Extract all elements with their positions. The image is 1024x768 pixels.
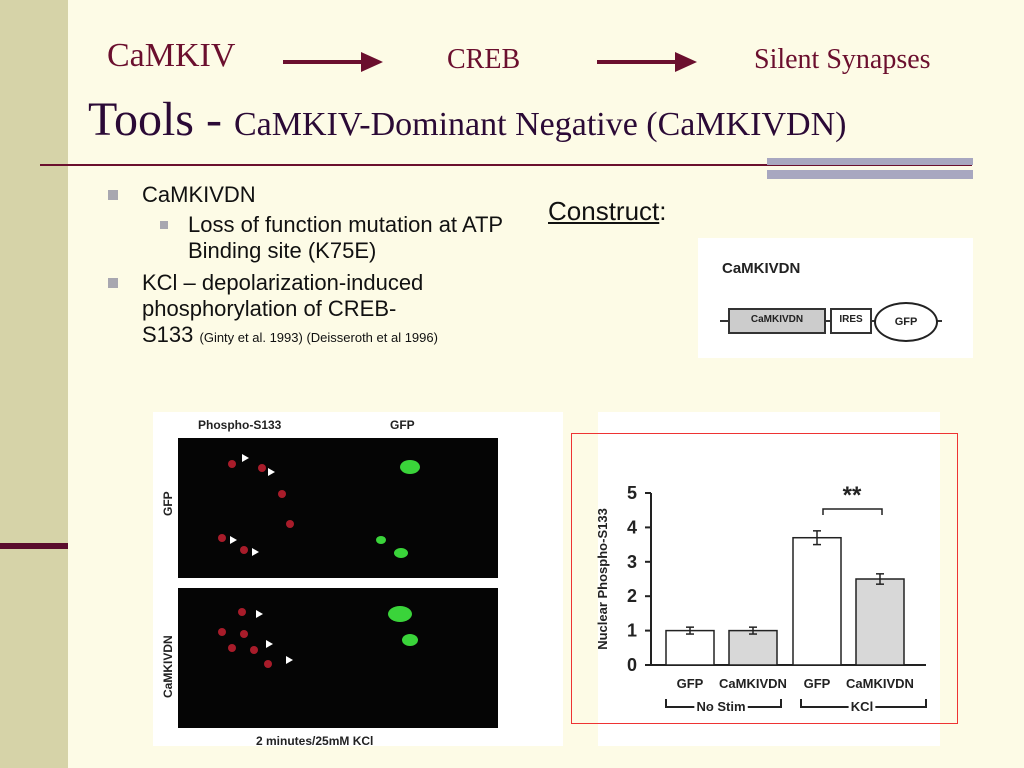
construct-colon: : [659, 196, 667, 226]
cell-dot [240, 546, 248, 554]
y-tick-label: 5 [627, 483, 637, 503]
sidebar-strip [0, 0, 68, 768]
bullet-kcl-text: KCl – depolarization-induced phosphoryla… [142, 270, 424, 321]
bar-chart: Nuclear Phospho-S133 0 1 2 3 4 5 GFP CaMKIVDN GFP… [595, 482, 927, 717]
construct-box-ires: IRES [830, 308, 872, 334]
rule-accent [767, 170, 973, 179]
construct-label: Construct: [548, 196, 667, 227]
cell-dot [218, 628, 226, 636]
arrowhead-icon [268, 468, 275, 476]
bar [792, 536, 842, 666]
bar [665, 629, 715, 666]
arrowhead-icon [252, 548, 259, 556]
significance-label: ** [843, 482, 862, 509]
construct-word: Construct [548, 196, 660, 226]
x-tick-label: CaMKIVDN [719, 676, 787, 691]
y-axis-label: Nuclear Phospho-S133 [595, 508, 610, 650]
micro-row-camkivdn: CaMKIVDN [161, 635, 175, 698]
cell-dot [388, 606, 412, 622]
y-tick-label: 3 [627, 552, 637, 572]
arrowhead-icon [230, 536, 237, 544]
arrowhead-icon [242, 454, 249, 462]
cell-dot [286, 520, 294, 528]
bar [855, 578, 905, 666]
cell-dot [376, 536, 386, 544]
micro-panel-gfp-gfp [338, 438, 498, 578]
title-rule [40, 164, 972, 166]
title-main: Tools - [88, 93, 234, 146]
bullet-list: CaMKIVDN Loss of function mutation at AT… [102, 182, 542, 355]
cell-dot [240, 630, 248, 638]
arrowhead-icon [256, 610, 263, 618]
cell-dot [394, 548, 408, 558]
cell-dot [250, 646, 258, 654]
header-silent-synapses: Silent Synapses [754, 44, 931, 75]
bullet-kcl: KCl – depolarization-induced phosphoryla… [102, 270, 522, 351]
cell-dot [228, 644, 236, 652]
group-bracket [665, 699, 782, 708]
construct-box-camkivdn: CaMKIVDN [728, 308, 826, 334]
bar [728, 629, 778, 666]
slide-title: Tools - CaMKIV-Dominant Negative (CaMKIV… [88, 92, 846, 147]
bullet-camkivdn: CaMKIVDN [102, 182, 542, 208]
arrow-icon [597, 52, 697, 72]
x-tick-label: CaMKIVDN [846, 676, 914, 691]
micro-row-gfp: GFP [161, 491, 175, 516]
sub-bullet-mutation: Loss of function mutation at ATP Binding… [102, 212, 518, 264]
cell-dot [238, 608, 246, 616]
arrow-icon [283, 52, 383, 72]
arrowhead-icon [266, 640, 273, 648]
group-label: No Stim [696, 699, 745, 714]
cell-dot [218, 534, 226, 542]
construct-title: CaMKIVDN [722, 260, 801, 277]
construct-gfp: GFP [874, 302, 938, 342]
micro-col-phospho: Phospho-S133 [198, 418, 282, 432]
y-tick-label: 1 [627, 621, 637, 641]
cell-dot [402, 634, 418, 646]
group-bracket [800, 699, 927, 708]
y-tick-label: 0 [627, 655, 637, 675]
micro-col-gfp: GFP [390, 418, 415, 432]
sidebar-accent-bar [0, 543, 68, 549]
chart-border [571, 433, 958, 724]
micrograph-figure: Phospho-S133 GFP GFP CaMKIVDN 2 minutes/… [153, 412, 563, 748]
significance-bracket [822, 508, 883, 515]
y-tick-label: 4 [627, 517, 637, 537]
cell-dot [400, 460, 420, 474]
header-creb: CREB [447, 44, 521, 75]
arrowhead-icon [286, 656, 293, 664]
construct-diagram: CaMKIVDN CaMKIVDN IRES GFP [698, 238, 973, 358]
cell-dot [258, 464, 266, 472]
header-camkiv: CaMKIV [107, 37, 236, 74]
cell-dot [278, 490, 286, 498]
micro-panel-gfp-camkivdn [338, 588, 498, 728]
title-sub: CaMKIV-Dominant Negative (CaMKIVDN) [233, 106, 847, 143]
group-label: KCl [851, 699, 873, 714]
cell-dot [228, 460, 236, 468]
rule-accent [767, 158, 973, 165]
micro-footer: 2 minutes/25mM KCl [256, 734, 374, 748]
x-tick-label: GFP [677, 676, 704, 691]
micro-panel-phospho-camkivdn [178, 588, 338, 728]
y-tick-label: 2 [627, 586, 637, 606]
x-tick-label: GFP [804, 676, 831, 691]
citation: (Ginty et al. 1993) (Deisseroth et al 19… [199, 330, 438, 345]
micro-panel-phospho-gfp [178, 438, 338, 578]
bullet-kcl-text2: S133 [142, 322, 200, 347]
cell-dot [264, 660, 272, 668]
